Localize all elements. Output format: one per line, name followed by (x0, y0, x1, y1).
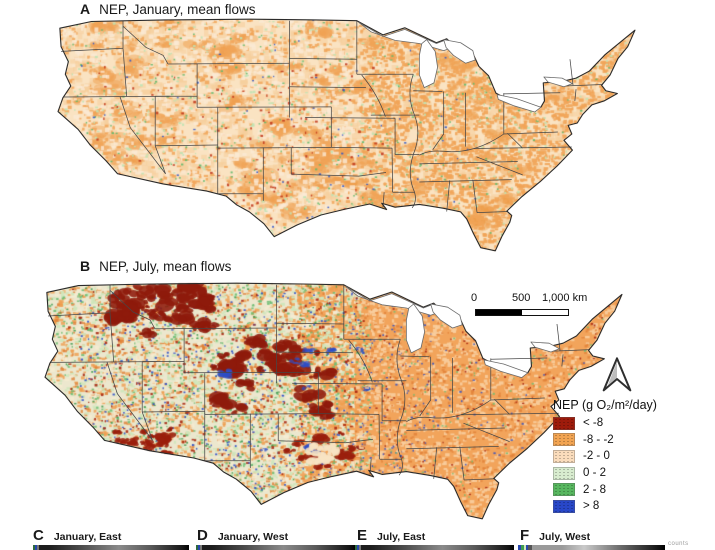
panel-d-label: D (197, 527, 208, 544)
legend-swatch (553, 449, 575, 463)
map-july-boundaries (42, 280, 625, 520)
legend-row-0-2: 0 - 2 (553, 465, 657, 482)
legend-row-neg2-0: -2 - 0 (553, 448, 657, 465)
panel-b-label: B (80, 258, 91, 274)
map-january-raster (55, 16, 638, 252)
panel-e-text: July, East (377, 531, 426, 543)
panel-f-title: F July, West (520, 527, 590, 544)
panel-e-label: E (357, 527, 368, 544)
legend-swatch (553, 483, 575, 497)
map-january-boundaries (55, 16, 638, 252)
panel-c-title: C January, East (33, 527, 121, 544)
panel-f-strip (518, 545, 665, 550)
legend-swatch (553, 416, 575, 430)
panel-d-title: D January, West (197, 527, 288, 544)
legend-swatch (553, 499, 575, 513)
legend-label: 2 - 8 (583, 483, 607, 496)
map-january (55, 16, 638, 252)
panel-b-title: B NEP, July, mean flows (80, 258, 231, 274)
scalebar-black-segment (476, 310, 522, 315)
legend-row-gt-8: > 8 (553, 498, 657, 515)
legend-swatch (553, 433, 575, 447)
panel-c-label: C (33, 527, 44, 544)
legend-title: NEP (g O₂/m²/day) (553, 398, 657, 412)
legend-label: > 8 (583, 500, 600, 513)
legend: NEP (g O₂/m²/day) < -8 -8 - -2 -2 - 0 0 … (553, 398, 657, 515)
panel-a-label: A (80, 1, 91, 17)
panel-f-label: F (520, 527, 530, 544)
panel-a-text: NEP, January, mean flows (99, 2, 256, 17)
map-july (42, 280, 625, 520)
map-july-raster (42, 280, 625, 520)
scalebar-white-segment (522, 310, 568, 315)
panel-c-text: January, East (53, 531, 122, 543)
panel-e-title: E July, East (357, 527, 425, 544)
panel-c-strip (33, 545, 189, 550)
panel-f-text: July, West (539, 531, 591, 543)
scalebar-tick-500: 500 (512, 292, 531, 304)
legend-label: 0 - 2 (583, 467, 607, 480)
legend-label: -8 - -2 (583, 433, 614, 446)
legend-swatch (553, 466, 575, 480)
scalebar (475, 309, 569, 316)
panel-d-text: January, West (217, 531, 289, 543)
panel-b-text: NEP, July, mean flows (99, 259, 232, 274)
legend-row-neg8-neg2: -8 - -2 (553, 432, 657, 449)
legend-row-lt-neg8: < -8 (553, 415, 657, 432)
legend-row-2-8: 2 - 8 (553, 481, 657, 498)
footer-note: counts (668, 541, 689, 547)
panel-e-strip (355, 545, 514, 550)
scalebar-tick-0: 0 (471, 292, 478, 304)
legend-label: -2 - 0 (583, 450, 610, 463)
north-arrow-icon (602, 357, 632, 392)
panel-d-strip (196, 545, 355, 550)
panel-a-title: A NEP, January, mean flows (80, 1, 255, 17)
legend-label: < -8 (583, 417, 604, 430)
scalebar-tick-1000: 1,000 km (542, 292, 588, 304)
